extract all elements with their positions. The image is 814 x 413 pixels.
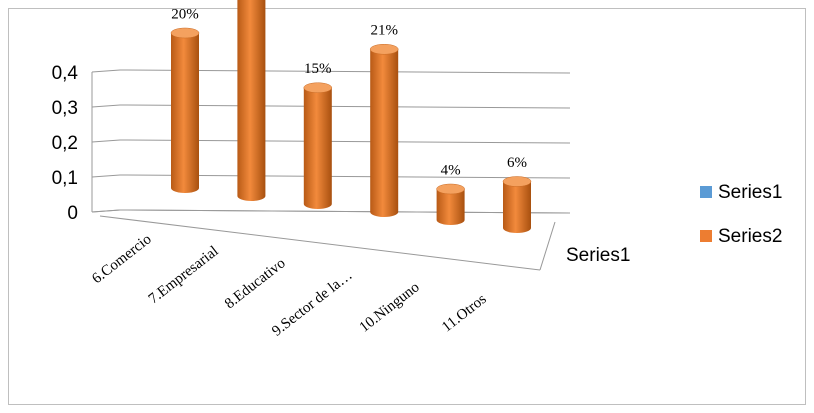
legend-label: Series2 bbox=[718, 226, 782, 247]
y-tick-label: 0 bbox=[67, 203, 78, 224]
chart-border bbox=[8, 8, 806, 405]
grid-line bbox=[91, 174, 571, 179]
data-label: 4% bbox=[441, 162, 461, 178]
data-label: 21% bbox=[370, 23, 398, 39]
cylinder-top bbox=[170, 27, 200, 39]
legend-label: Series1 bbox=[718, 182, 782, 203]
grid-line bbox=[91, 139, 571, 144]
legend-swatch bbox=[700, 186, 712, 198]
cylinder-body bbox=[303, 87, 332, 209]
data-label: 6% bbox=[507, 155, 527, 171]
cylinder-body bbox=[436, 189, 465, 225]
grid-line bbox=[91, 104, 571, 109]
data-label: 15% bbox=[304, 61, 332, 77]
cylinder-top bbox=[502, 176, 532, 187]
y-tick-label: 0,4 bbox=[52, 63, 79, 84]
z-tick-label: Series1 bbox=[566, 245, 630, 266]
data-label: 20% bbox=[171, 6, 199, 22]
legend-swatch bbox=[700, 230, 712, 242]
cylinder-top bbox=[303, 82, 333, 93]
cylinder-top bbox=[436, 183, 465, 195]
cylinder-top bbox=[369, 44, 399, 55]
cylinder-body bbox=[370, 49, 399, 217]
grid-line bbox=[91, 209, 571, 214]
y-tick-label: 0,3 bbox=[52, 98, 78, 119]
cylinder-body bbox=[237, 0, 266, 201]
y-tick-label: 0,1 bbox=[52, 168, 78, 189]
cylinder-body bbox=[171, 33, 199, 193]
cylinder-body bbox=[503, 181, 531, 233]
grid-line bbox=[91, 69, 571, 74]
y-tick-label: 0,2 bbox=[52, 133, 78, 154]
